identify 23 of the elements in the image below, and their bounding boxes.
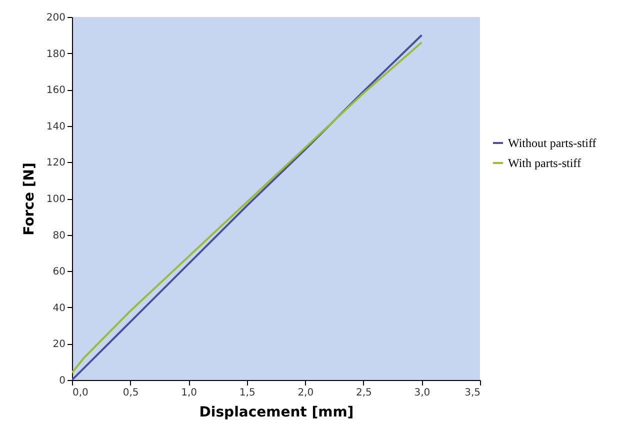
legend-label: Without parts-stiff	[508, 136, 596, 150]
x-tick-label: 1,5	[239, 388, 256, 398]
x-tick-label: 0,0	[72, 388, 88, 398]
x-tick-label: 2,0	[298, 388, 314, 398]
legend-label: With parts-stiff	[508, 156, 581, 170]
y-tick-label: 120	[46, 158, 66, 169]
y-tick-label: 60	[52, 266, 66, 278]
y-tick-label: 100	[46, 194, 66, 205]
y-axis-title: Force [N]	[21, 162, 38, 236]
y-tick-label: 160	[46, 85, 66, 96]
y-tick-label: 200	[46, 12, 66, 24]
y-tick-label: 20	[52, 339, 66, 350]
x-tick-label: 3,5	[464, 388, 480, 398]
x-tick-label: 2,5	[356, 388, 372, 398]
y-tick-label: 40	[52, 302, 66, 314]
x-tick-label: 3,0	[414, 388, 430, 398]
x-axis-title: Displacement [mm]	[199, 404, 354, 420]
y-tick-label: 0	[59, 376, 66, 386]
x-tick-label: 0,5	[122, 388, 139, 398]
x-tick-label: 1,0	[181, 388, 198, 398]
y-tick-label: 80	[52, 230, 66, 242]
y-tick-label: 140	[46, 121, 66, 132]
y-tick-label: 180	[46, 48, 66, 60]
